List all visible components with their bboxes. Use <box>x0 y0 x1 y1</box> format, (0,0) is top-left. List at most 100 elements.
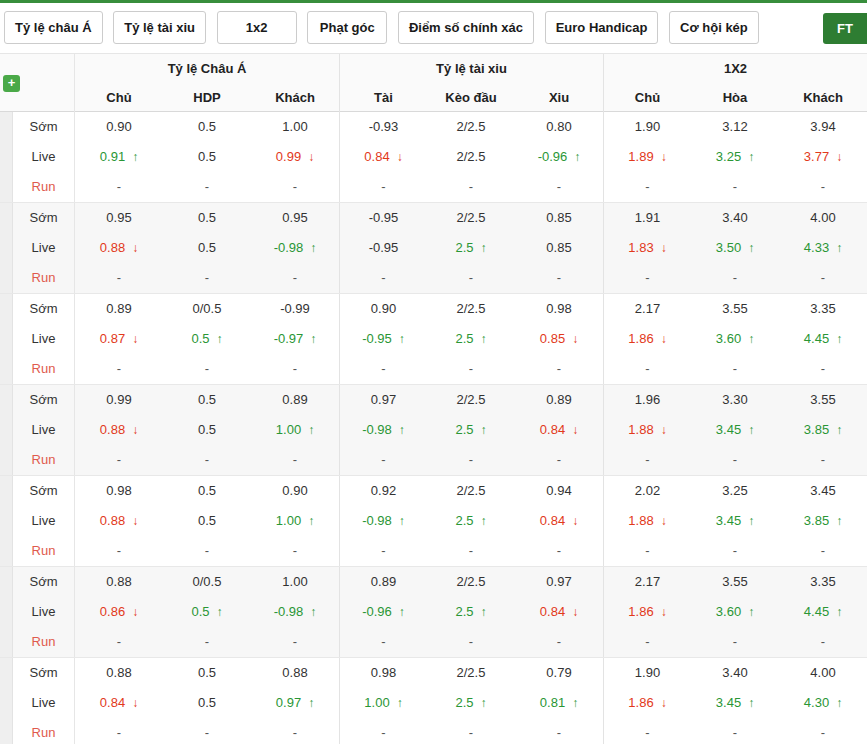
odds-cell: 0/0.5 <box>163 567 251 597</box>
odds-value: 0.99 <box>276 149 301 164</box>
odds-value: - <box>821 725 825 740</box>
tab-over-under[interactable]: Tỷ lệ tài xiu <box>113 11 206 44</box>
col-header-hdp: HDP <box>163 84 251 112</box>
odds-cell: 0.88↓ <box>75 415 163 445</box>
odds-value: - <box>821 543 825 558</box>
odds-cell: - <box>603 718 691 744</box>
odds-value: -0.95 <box>369 210 399 225</box>
odds-row: Run--------- <box>0 536 867 566</box>
odds-value: - <box>205 543 209 558</box>
odds-value: 0.86 <box>100 604 125 619</box>
odds-cell: 1.91 <box>603 203 691 233</box>
odds-value: 4.30 <box>804 695 829 710</box>
odds-cell: - <box>515 263 603 293</box>
row-label: Run <box>13 263 75 293</box>
odds-value: - <box>117 725 121 740</box>
arrow-up-icon: ↑ <box>310 332 316 346</box>
odds-value: - <box>205 361 209 376</box>
odds-cell: 2/2.5 <box>427 567 515 597</box>
odds-cell: 2/2.5 <box>427 294 515 324</box>
odds-value: 3.45 <box>716 422 741 437</box>
tab-bar: Tỷ lệ châu Á Tỷ lệ tài xiu 1x2 Phạt góc … <box>0 3 867 53</box>
tab-asian-odds[interactable]: Tỷ lệ châu Á <box>4 11 103 44</box>
odds-cell: -0.96↑ <box>515 142 603 172</box>
arrow-up-icon: ↑ <box>399 514 405 528</box>
odds-cell: 0.90 <box>251 476 339 506</box>
odds-cell: 2.5↑ <box>427 233 515 263</box>
odds-cell: 1.86↓ <box>603 597 691 627</box>
odds-cell: 2/2.5 <box>427 658 515 688</box>
odds-cell: - <box>339 263 427 293</box>
odds-cell: - <box>163 718 251 744</box>
odds-cell: - <box>339 354 427 384</box>
odds-value: 4.33 <box>804 240 829 255</box>
left-strip <box>0 415 13 445</box>
group-header-1x2: 1X2 <box>603 54 867 84</box>
match-odds-group: Sớm0.950.50.95-0.952/2.50.851.913.404.00… <box>0 202 867 293</box>
left-strip <box>0 324 13 354</box>
odds-value: 0.97 <box>546 574 571 589</box>
left-strip <box>0 718 13 744</box>
row-label: Sớm <box>13 294 75 324</box>
odds-cell: - <box>339 445 427 475</box>
odds-cell: - <box>75 627 163 657</box>
row-label: Live <box>13 688 75 718</box>
odds-value: 1.00 <box>276 513 301 528</box>
odds-cell: - <box>779 172 867 202</box>
left-strip <box>0 658 13 688</box>
odds-value: 2/2.5 <box>457 665 486 680</box>
arrow-up-icon: ↑ <box>481 241 487 255</box>
tab-double-chance[interactable]: Cơ hội kép <box>669 11 759 44</box>
odds-cell: 0.88 <box>251 658 339 688</box>
odds-value: - <box>821 270 825 285</box>
odds-value: 0.5 <box>198 149 216 164</box>
odds-value: - <box>557 179 561 194</box>
left-strip <box>0 385 13 415</box>
odds-value: - <box>557 452 561 467</box>
odds-value: 2.02 <box>635 483 660 498</box>
odds-cell: 2.5↑ <box>427 506 515 536</box>
odds-cell: - <box>427 445 515 475</box>
arrow-down-icon: ↓ <box>661 241 667 255</box>
add-button[interactable]: + <box>3 75 20 92</box>
tab-corners[interactable]: Phạt góc <box>307 11 387 44</box>
odds-cell: 2.17 <box>603 294 691 324</box>
odds-cell: - <box>427 718 515 744</box>
tab-1x2[interactable]: 1x2 <box>217 11 297 44</box>
odds-cell: 3.77↓ <box>779 142 867 172</box>
odds-cell: 0.88↓ <box>75 506 163 536</box>
odds-value: 3.50 <box>716 240 741 255</box>
odds-cell: 1.00↑ <box>251 415 339 445</box>
odds-value: 0.5 <box>198 665 216 680</box>
odds-cell: - <box>163 172 251 202</box>
odds-value: - <box>645 725 649 740</box>
arrow-up-icon: ↑ <box>310 241 316 255</box>
odds-cell: 0.99 <box>75 385 163 415</box>
odds-cell: 0.87↓ <box>75 324 163 354</box>
odds-value: 3.55 <box>810 392 835 407</box>
odds-cell: 0.5↑ <box>163 324 251 354</box>
ft-button[interactable]: FT <box>823 13 867 44</box>
odds-value: 0.5 <box>198 240 216 255</box>
tab-correct-score[interactable]: Điểm số chính xác <box>398 11 534 44</box>
tab-euro-handicap[interactable]: Euro Handicap <box>545 11 659 44</box>
odds-cell: 2/2.5 <box>427 142 515 172</box>
arrow-up-icon: ↑ <box>399 605 405 619</box>
odds-cell: 1.00↑ <box>339 688 427 718</box>
odds-cell: 1.88↓ <box>603 506 691 536</box>
odds-cell: - <box>779 445 867 475</box>
odds-cell: -0.97↑ <box>251 324 339 354</box>
match-odds-group: Sớm0.990.50.890.972/2.50.891.963.303.55L… <box>0 384 867 475</box>
odds-cell: 3.12 <box>691 112 779 142</box>
row-label: Live <box>13 142 75 172</box>
odds-value: -0.99 <box>280 301 310 316</box>
odds-cell: 0.84↓ <box>515 415 603 445</box>
arrow-down-icon: ↓ <box>132 332 138 346</box>
odds-cell: - <box>515 354 603 384</box>
odds-cell: -0.98↑ <box>339 506 427 536</box>
odds-cell: - <box>515 718 603 744</box>
odds-cell: 0.97 <box>339 385 427 415</box>
arrow-up-icon: ↑ <box>836 423 842 437</box>
odds-cell: - <box>779 354 867 384</box>
odds-cell: 2.5↑ <box>427 324 515 354</box>
